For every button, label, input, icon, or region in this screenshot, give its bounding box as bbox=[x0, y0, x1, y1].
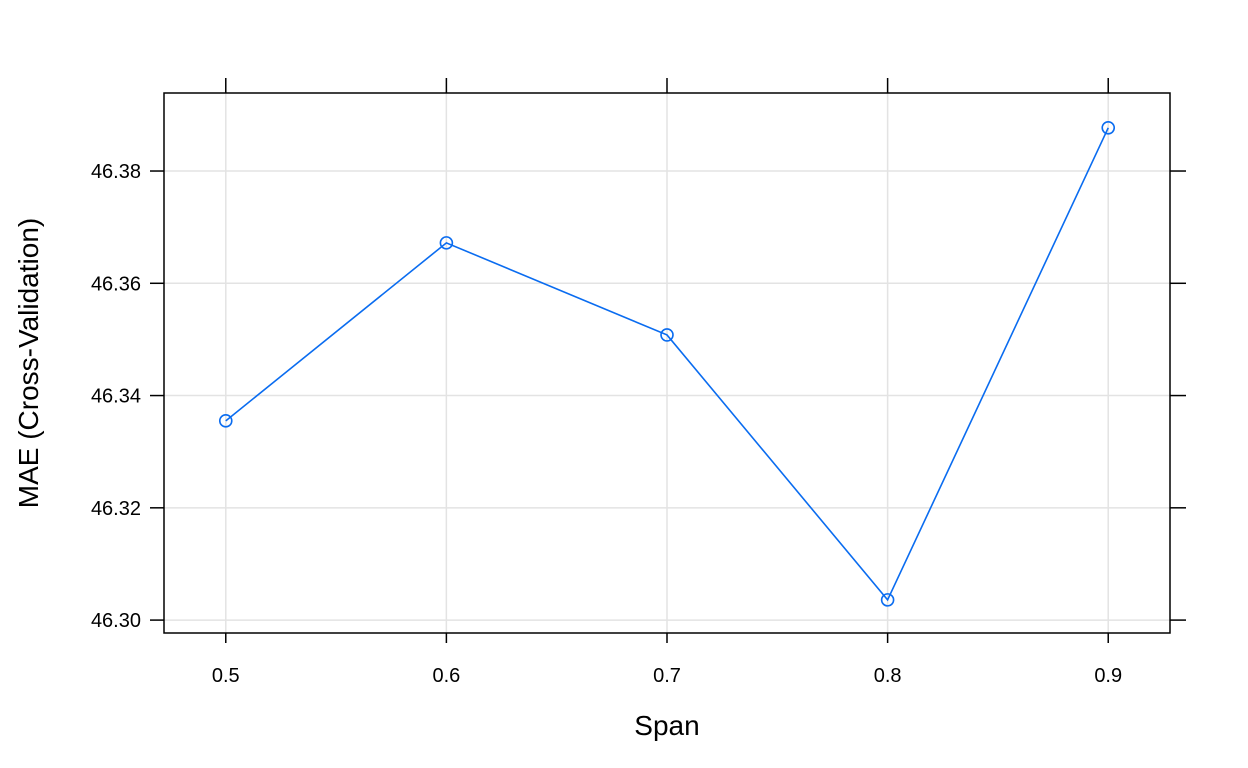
x-tick-label: 0.8 bbox=[874, 665, 902, 687]
axis-ticks: 0.5 0.6 0.7 0.8 0.9 46.30 46.32 46.34 46.36 46.38 bbox=[91, 78, 1186, 687]
y-tick-label: 46.34 bbox=[91, 386, 141, 408]
data-point bbox=[218, 414, 233, 428]
y-tick-label: 46.32 bbox=[91, 498, 141, 520]
x-tick-label: 0.5 bbox=[212, 665, 240, 687]
grid bbox=[164, 93, 1170, 633]
y-tick-label: 46.38 bbox=[91, 161, 141, 183]
x-axis-title: Span bbox=[634, 710, 699, 741]
y-axis-title: MAE (Cross-Validation) bbox=[13, 218, 44, 508]
series-line bbox=[225, 127, 1109, 602]
y-tick-label: 46.36 bbox=[91, 273, 141, 295]
data-point bbox=[880, 593, 895, 607]
x-tick-label: 0.7 bbox=[653, 665, 681, 687]
data-point bbox=[439, 236, 454, 250]
data-point bbox=[1101, 121, 1116, 135]
x-tick-label: 0.9 bbox=[1094, 665, 1122, 687]
data-point bbox=[660, 328, 674, 342]
x-tick-label: 0.6 bbox=[432, 665, 460, 687]
series-layer bbox=[218, 121, 1116, 607]
y-tick-label: 46.30 bbox=[91, 610, 141, 632]
